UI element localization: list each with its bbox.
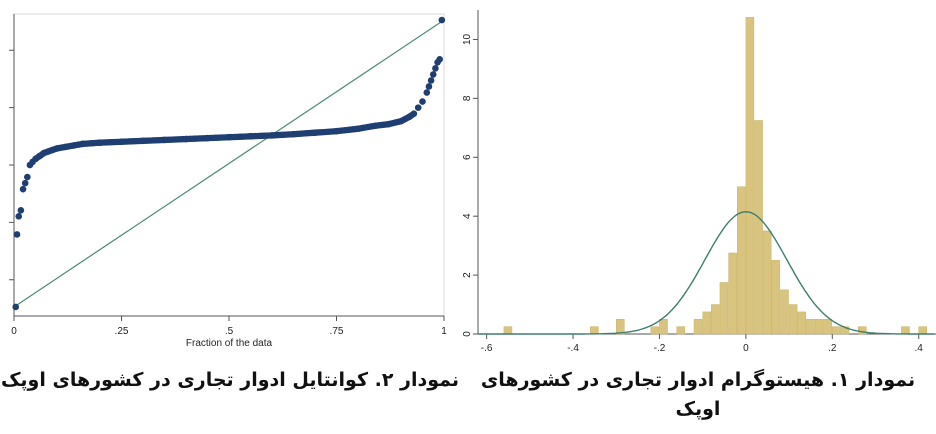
data-point [427, 77, 435, 84]
histogram-caption: نمودار ۱. هیستوگرام ادوار تجاری در کشوره… [480, 369, 916, 420]
histogram-bar [719, 282, 729, 335]
data-point [24, 173, 31, 181]
data-point [15, 213, 23, 220]
x-tick-label-2: .5 [225, 326, 234, 337]
histogram-bar [650, 326, 660, 335]
histogram-bar [728, 252, 737, 335]
quantile-caption: نمودار ۲. کوانتایل ادوار تجاری در کشورها… [0, 369, 460, 391]
x-tick-label-2: -.2 [654, 343, 666, 354]
data-point [333, 127, 340, 135]
data-point [79, 140, 87, 148]
data-point [161, 136, 168, 144]
y-tick-label-2: 4 [462, 213, 473, 219]
data-point [354, 125, 362, 133]
data-point [397, 117, 405, 125]
data-point [62, 143, 69, 151]
reference-line [13, 19, 445, 308]
data-point [182, 135, 190, 143]
x-tick-label-1: -.4 [567, 343, 579, 354]
histogram-panel: 0 2 4 6 8 10 -.6 -.4 -.2 0 .2 .4 [460, 0, 936, 365]
histogram-bar [754, 120, 763, 335]
histogram-bar [503, 326, 513, 335]
y-tick-label-5: 10 [462, 33, 473, 45]
plot-area [13, 13, 445, 317]
histogram-bar [676, 326, 686, 335]
y-tick-label-1: 2 [462, 272, 473, 278]
histogram-bar [762, 230, 772, 335]
histogram-bar [823, 319, 832, 335]
data-point [384, 120, 392, 128]
data-point [247, 133, 254, 140]
data-point [19, 185, 27, 193]
data-point [311, 129, 319, 136]
histogram-bar [788, 304, 798, 335]
quantile-plot-panel: 0 .25 .5 .75 1 Fraction of the data [0, 0, 460, 365]
histogram-bar [832, 326, 841, 335]
x-tick-label-3: 0 [743, 343, 749, 354]
histogram-bar [918, 326, 928, 335]
histogram-bar [736, 186, 746, 335]
data-point [432, 65, 439, 72]
data-point [419, 98, 426, 105]
data-point [429, 71, 437, 78]
histogram-bar [693, 319, 703, 335]
data-point [139, 137, 147, 145]
histogram-bar [857, 326, 867, 335]
x-tick-label-1: .25 [115, 326, 129, 337]
x-tick-label-3: .75 [330, 326, 344, 337]
histogram-bar [659, 319, 668, 335]
quantile-plot: 0 .25 .5 .75 1 Fraction of the data [9, 13, 447, 349]
x-axis-title: Fraction of the data [186, 338, 273, 349]
histogram-bar [806, 319, 815, 335]
data-point [12, 303, 20, 311]
data-point [410, 110, 418, 117]
data-point [118, 138, 125, 146]
plot-area [478, 10, 936, 334]
data-point [436, 56, 444, 63]
histogram-plot: 0 2 4 6 8 10 -.6 -.4 -.2 0 .2 .4 [462, 10, 936, 354]
normal-density-curve [478, 211, 935, 335]
x-tick-label-0: -.6 [481, 343, 493, 354]
data-point [414, 104, 422, 111]
histogram-bar [797, 311, 807, 335]
data-point [423, 89, 431, 96]
y-tick-label-0: 0 [462, 331, 473, 337]
y-tick-label-4: 8 [462, 95, 473, 101]
data-point [17, 207, 25, 214]
data-point [225, 133, 233, 141]
data-point [438, 16, 446, 24]
x-tick-label-5: .4 [915, 343, 924, 354]
data-point [371, 122, 379, 130]
data-point [96, 139, 104, 146]
histogram-bar [702, 311, 711, 335]
y-tick-label-3: 6 [462, 154, 473, 160]
histogram-bar [711, 304, 720, 335]
data-point [53, 145, 61, 152]
histogram-bar [745, 17, 755, 335]
histogram-bar [771, 260, 781, 335]
data-point [21, 179, 29, 187]
data-point [204, 134, 211, 142]
data-point [70, 142, 78, 149]
x-tick-label-4: .2 [828, 343, 837, 354]
data-point [88, 139, 95, 147]
histogram-bar [616, 319, 625, 335]
data-point [290, 130, 297, 138]
data-point [13, 231, 21, 238]
histogram-bar [814, 319, 824, 335]
x-tick-label-0: 0 [11, 326, 17, 337]
histogram-bar [780, 289, 789, 335]
histogram-bar [590, 326, 599, 335]
x-tick-label-4: 1 [441, 326, 447, 337]
data-point [425, 83, 433, 90]
data-point [268, 132, 276, 139]
histogram-bar [901, 326, 910, 335]
